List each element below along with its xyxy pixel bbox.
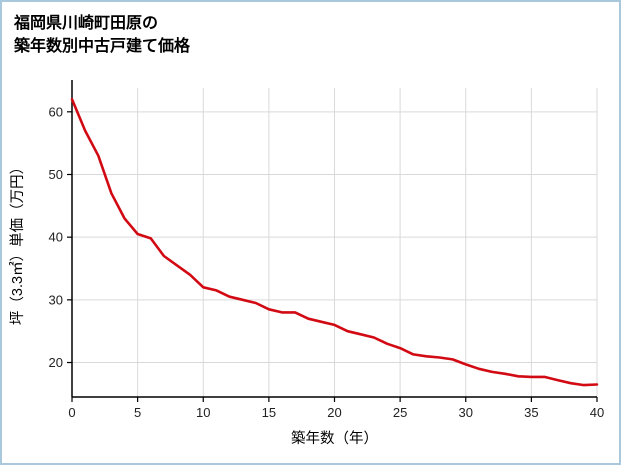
price-line-series <box>70 98 599 387</box>
y-tick-label: 60 <box>49 105 63 120</box>
y-tick-label: 30 <box>49 293 63 308</box>
price-line-chart: 0 5 10 15 20 25 30 35 40 20 30 40 50 60 築年数（年） 坪（3.3㎡）単… <box>9 80 604 447</box>
y-tick-label: 50 <box>49 167 63 182</box>
y-axis-label: 坪（3.3㎡）単価（万円） <box>9 160 26 325</box>
y-tick-label: 20 <box>49 355 63 370</box>
chart-title: 福岡県川崎町田原の 築年数別中古戸建て価格 <box>2 2 619 60</box>
y-tick-label: 40 <box>49 230 63 245</box>
x-axis-label: 築年数（年） <box>291 429 378 447</box>
chart-title-line2: 築年数別中古戸建て価格 <box>14 38 191 56</box>
chart-title-line1: 福岡県川崎町田原の <box>14 15 159 32</box>
x-tick-label: 25 <box>393 405 407 420</box>
x-tick-label: 10 <box>196 405 210 420</box>
x-tick-label: 30 <box>459 405 473 420</box>
x-tick-label: 20 <box>327 405 341 420</box>
x-tick-label: 35 <box>524 405 538 420</box>
x-tick-label: 15 <box>262 405 276 420</box>
x-tick-label: 5 <box>134 405 141 420</box>
x-tick-label: 0 <box>68 405 75 420</box>
x-tick-label: 40 <box>590 405 604 420</box>
